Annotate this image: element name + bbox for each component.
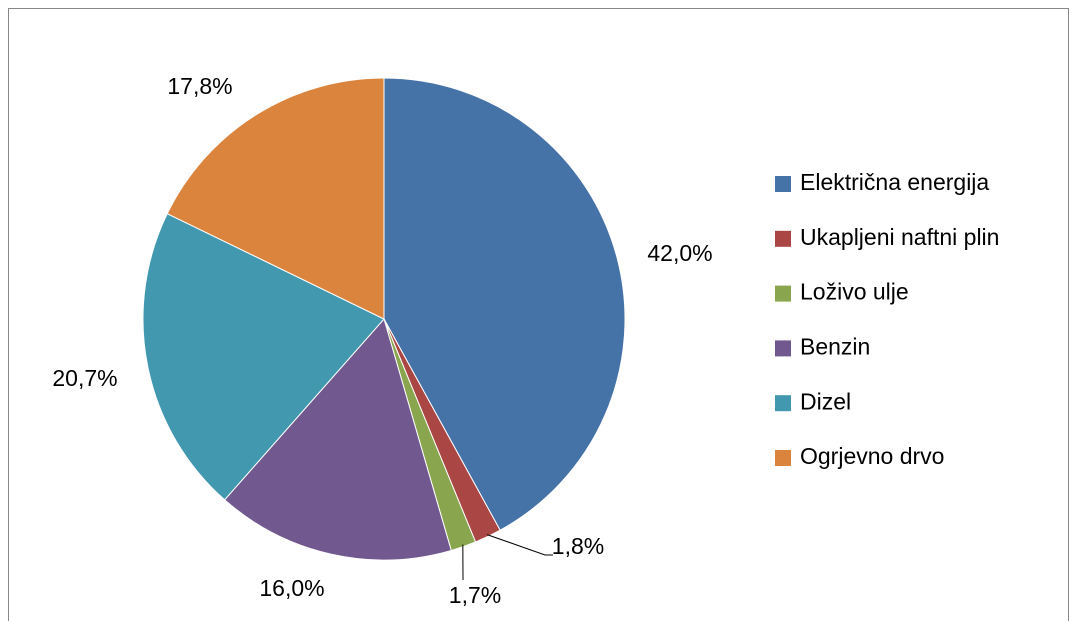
legend-label: Ogrjevno drvo xyxy=(800,443,944,469)
data-label: 1,7% xyxy=(449,582,501,608)
pie-slice xyxy=(142,212,385,501)
data-label: 16,0% xyxy=(259,575,324,601)
legend-label: Dizel xyxy=(800,388,851,414)
legend-label: Električna energija xyxy=(800,169,989,195)
pie-slice xyxy=(383,77,626,531)
data-label: 17,8% xyxy=(167,73,232,99)
data-label: 20,7% xyxy=(52,365,117,391)
legend-swatch xyxy=(775,340,791,357)
legend-swatch xyxy=(775,230,791,247)
legend-label: Benzin xyxy=(800,333,870,359)
legend-swatch xyxy=(775,450,791,466)
legend-swatch xyxy=(775,285,791,302)
legend-label: Ukapljeni naftni plin xyxy=(800,224,999,250)
legend-swatch xyxy=(775,176,791,192)
pie-slice xyxy=(223,317,452,561)
data-label: 42,0% xyxy=(647,240,712,266)
legend-swatch xyxy=(775,395,791,412)
data-label: 1,8% xyxy=(552,533,604,559)
leader-line xyxy=(486,534,553,556)
pie-slice xyxy=(166,77,385,320)
legend-label: Loživo ulje xyxy=(800,279,909,305)
